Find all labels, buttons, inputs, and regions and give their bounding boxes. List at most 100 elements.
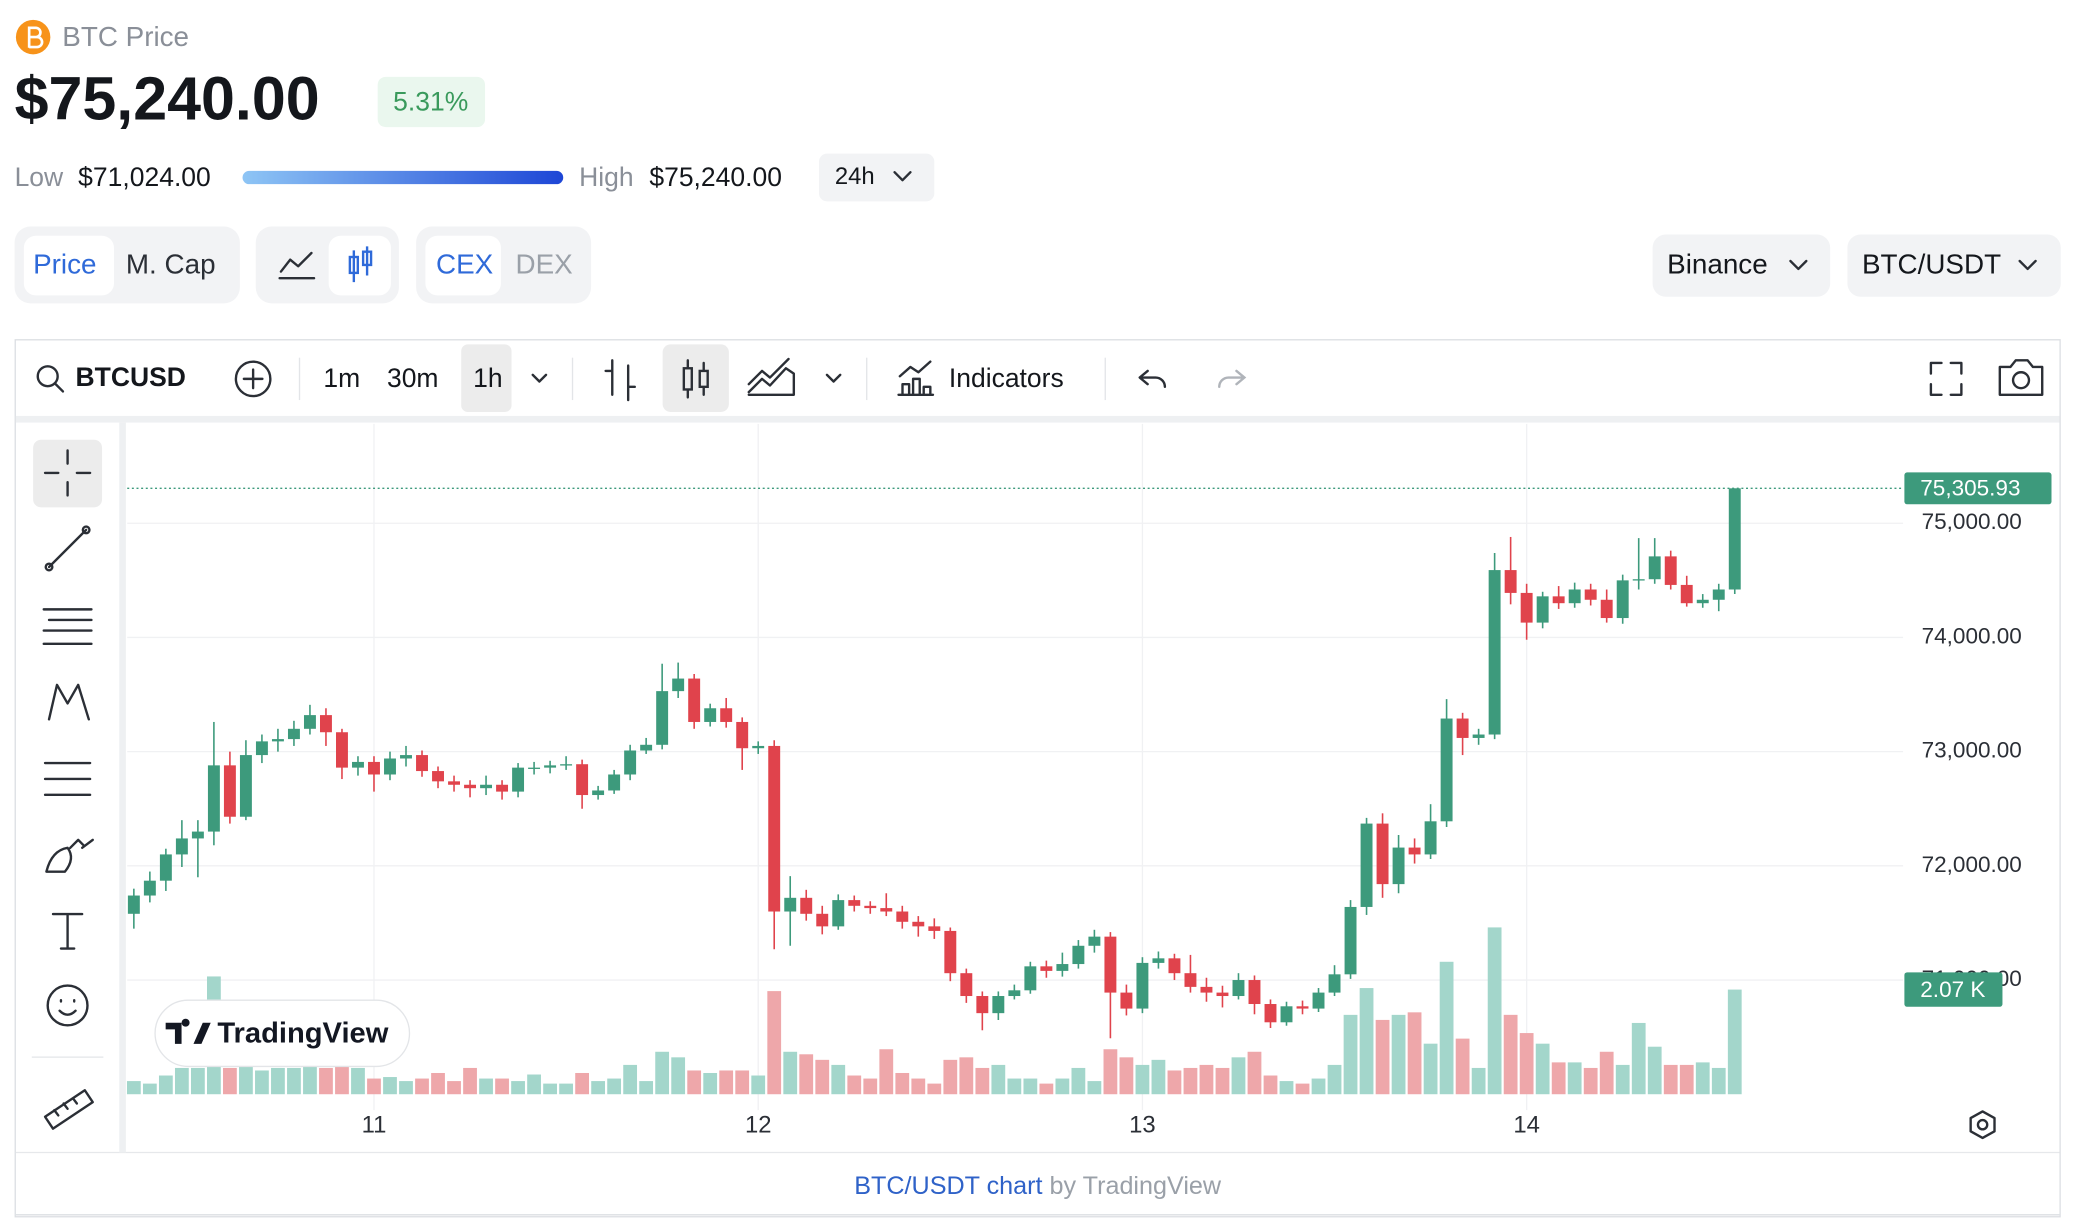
volume-bar xyxy=(559,1083,573,1095)
volume-bar xyxy=(415,1078,429,1095)
indicators[interactable]: Indicators xyxy=(949,363,1064,393)
candle-body xyxy=(303,715,316,729)
symbol[interactable]: BTCUSD xyxy=(76,362,186,392)
interval[interactable]: 1m xyxy=(323,363,360,393)
candle-body xyxy=(928,926,941,931)
pair-select[interactable] xyxy=(1847,234,2061,297)
volume-bar xyxy=(1487,927,1502,1095)
trend-line-tool xyxy=(81,525,91,535)
volume-bar xyxy=(1199,1064,1214,1095)
volume-bar xyxy=(991,1064,1006,1095)
candle-body xyxy=(1296,1006,1309,1009)
coin-label: BTC Price xyxy=(62,21,189,52)
settings-icon xyxy=(1976,1118,1989,1131)
candle-body xyxy=(1248,980,1261,1005)
tab[interactable]: DEX xyxy=(516,249,573,280)
volume-bar xyxy=(1439,961,1454,1095)
redo-icon[interactable] xyxy=(1218,369,1247,389)
tab[interactable]: CEX xyxy=(436,249,493,280)
search-icon xyxy=(53,382,65,393)
brush-tool[interactable] xyxy=(45,838,94,873)
area-icon[interactable] xyxy=(747,357,796,396)
tool-selected[interactable] xyxy=(33,439,103,508)
volume-bar xyxy=(895,1072,910,1095)
candle-body xyxy=(544,765,557,768)
candle-body xyxy=(768,745,781,912)
branding-badge[interactable] xyxy=(154,999,411,1068)
candle-body xyxy=(496,784,509,792)
camera-icon[interactable] xyxy=(1998,359,2044,396)
coin-glyph xyxy=(27,26,44,49)
volume-bar xyxy=(367,1078,381,1095)
icon-tool[interactable] xyxy=(46,984,89,1027)
interval-selected[interactable] xyxy=(461,344,512,412)
bars-icon[interactable] xyxy=(604,359,636,402)
exchange-select[interactable] xyxy=(1652,234,1831,297)
volume-bar xyxy=(1087,1081,1102,1095)
candle-body xyxy=(1408,847,1421,855)
candles-icon xyxy=(682,367,693,391)
volume-bar xyxy=(1727,989,1742,1095)
line-icon[interactable] xyxy=(278,251,316,280)
y-tick-label: 75,000.00 xyxy=(1922,509,2022,534)
fib-tool[interactable] xyxy=(42,608,93,646)
footer-link[interactable]: BTC/USDT chart xyxy=(854,1172,1042,1200)
volume-bar xyxy=(1599,1051,1614,1095)
search-icon[interactable] xyxy=(36,365,59,388)
compare-icon[interactable] xyxy=(234,360,272,398)
low-label: Low xyxy=(15,162,64,192)
candle-icon xyxy=(348,255,360,275)
candle-body xyxy=(1216,992,1229,997)
last-price-box xyxy=(1904,472,2052,505)
candle-body xyxy=(480,784,493,789)
pattern-tool[interactable] xyxy=(47,683,90,721)
trend-line-tool[interactable] xyxy=(47,528,88,569)
candle-body xyxy=(1392,847,1405,885)
interval[interactable]: 1h xyxy=(473,363,502,393)
candle-body xyxy=(992,996,1005,1014)
tab-selected[interactable] xyxy=(425,235,501,296)
branding[interactable]: TradingView xyxy=(217,1017,388,1049)
footer-suffix: by TradingView xyxy=(1050,1172,1222,1200)
text-tool[interactable] xyxy=(51,912,84,950)
ruler-tool[interactable] xyxy=(43,1089,94,1130)
range-select[interactable] xyxy=(819,153,935,202)
pair: BTC/USDT xyxy=(1862,249,2001,280)
candles-selected[interactable] xyxy=(662,344,729,412)
chevron[interactable] xyxy=(825,373,842,383)
interval[interactable]: 30m xyxy=(387,363,439,393)
undo-icon[interactable] xyxy=(1138,369,1167,389)
candle-body xyxy=(255,741,268,756)
tab-selected[interactable] xyxy=(23,235,114,296)
settings-icon[interactable] xyxy=(1969,1110,1996,1140)
range-label: 24h xyxy=(835,163,875,190)
candle-body xyxy=(832,900,845,927)
tab[interactable]: Price xyxy=(33,249,96,280)
candle-body xyxy=(207,765,220,832)
crosshair-tool xyxy=(43,449,92,497)
candles-icon xyxy=(698,369,709,389)
candle-body xyxy=(1552,596,1565,604)
volume-bar xyxy=(1583,1067,1598,1095)
fullscreen-icon[interactable] xyxy=(1929,361,1963,396)
projection-tool[interactable] xyxy=(43,761,92,797)
volume-bar xyxy=(431,1072,445,1095)
candle-body xyxy=(368,761,380,775)
chevron[interactable] xyxy=(531,373,548,383)
volume-bar xyxy=(1695,1062,1710,1095)
candle-body xyxy=(736,721,749,749)
candle-body xyxy=(223,765,236,817)
volume-bar xyxy=(463,1067,477,1095)
camera-icon xyxy=(2011,371,2031,390)
candle-body xyxy=(1440,718,1453,822)
volume-label-box xyxy=(1904,972,2003,1007)
tab[interactable]: M. Cap xyxy=(126,249,216,280)
tab-selected[interactable] xyxy=(328,235,391,296)
candle-body xyxy=(1088,936,1101,946)
candle-body xyxy=(1600,599,1613,619)
candle-body xyxy=(1520,592,1533,623)
candle-body xyxy=(848,900,861,906)
indicators-icon[interactable] xyxy=(897,360,935,396)
candle-body xyxy=(784,897,797,912)
